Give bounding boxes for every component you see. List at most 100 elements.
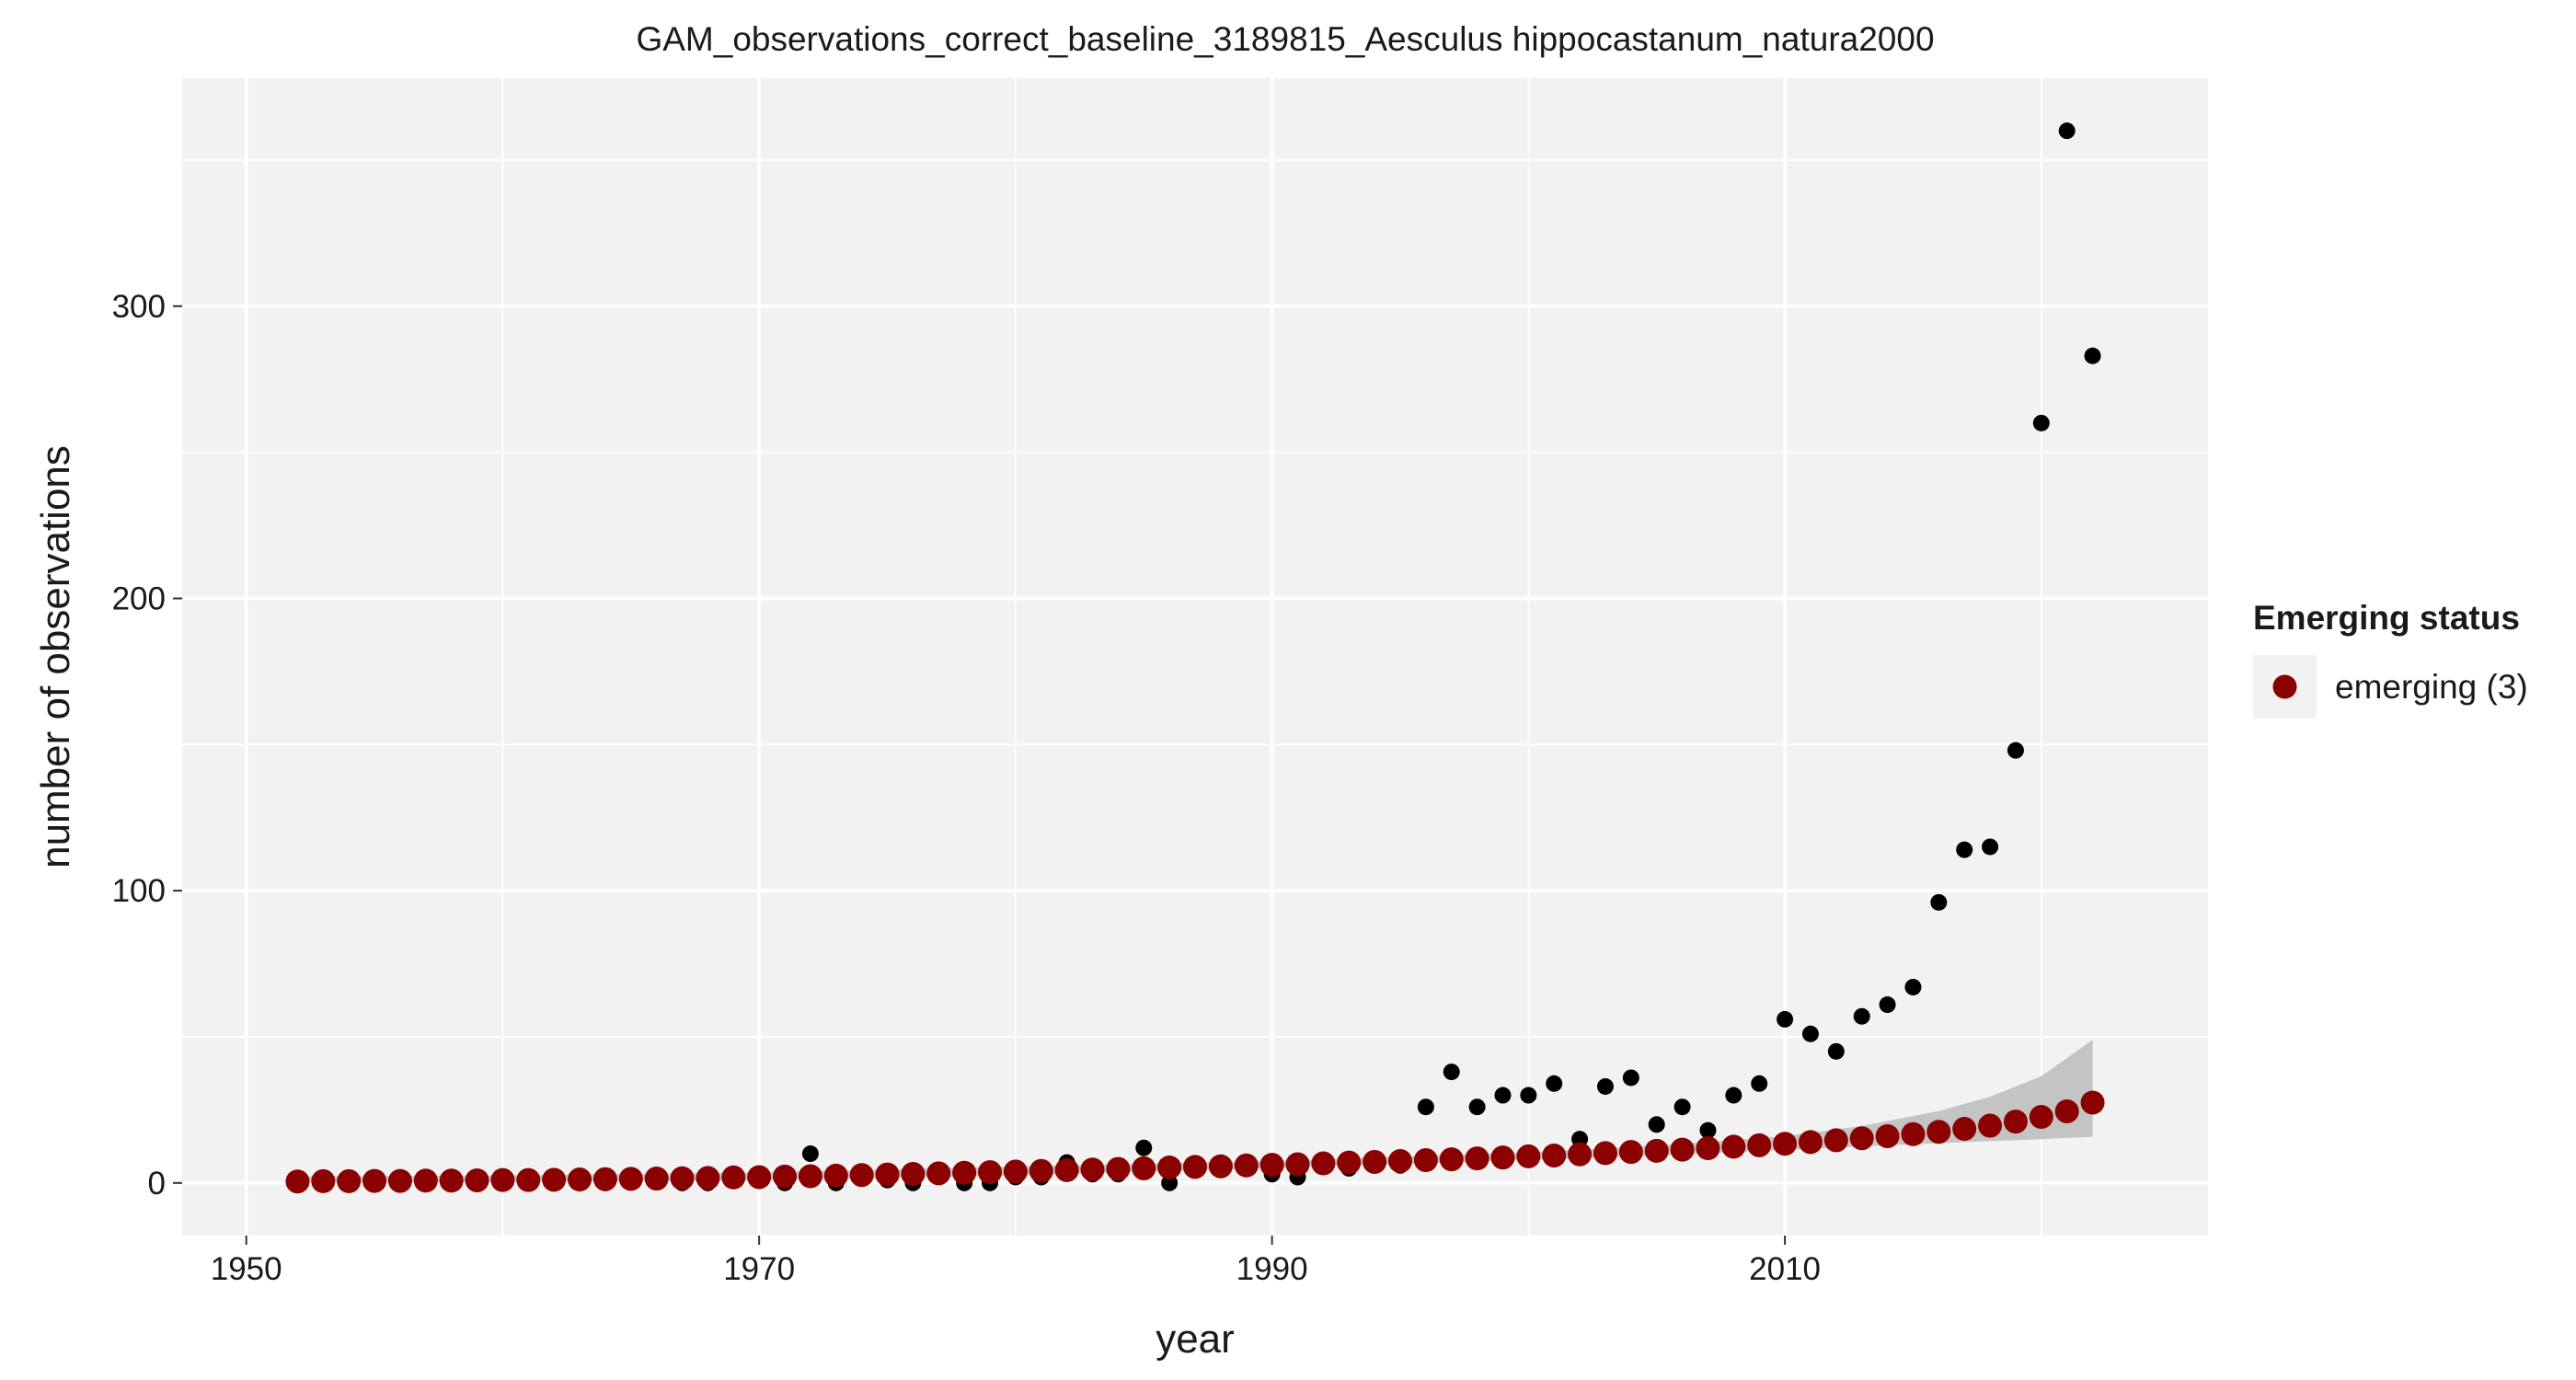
observed-point	[1520, 1087, 1537, 1104]
x-tick-label: 1970	[723, 1251, 795, 1287]
observed-point	[1801, 1025, 1819, 1042]
fitted-point	[747, 1165, 772, 1190]
legend-entry-label: emerging (3)	[2335, 668, 2528, 706]
observed-point	[1417, 1098, 1434, 1116]
fitted-point	[2003, 1110, 2028, 1134]
observed-point	[1622, 1069, 1639, 1087]
fitted-point	[1029, 1158, 1053, 1183]
fitted-point	[926, 1161, 951, 1186]
fitted-point	[2029, 1105, 2053, 1130]
fitted-point	[1157, 1155, 1182, 1179]
fitted-point	[1721, 1134, 1746, 1159]
fitted-point	[1747, 1133, 1772, 1157]
fitted-point	[568, 1167, 592, 1192]
observed-point	[1596, 1077, 1614, 1095]
observed-point	[1982, 838, 1999, 856]
fitted-point	[1926, 1120, 1951, 1144]
observed-point	[2084, 347, 2101, 364]
fitted-point	[387, 1168, 412, 1193]
fitted-point	[1337, 1150, 1362, 1175]
x-axis: 1950 1970 1990 2010	[211, 1236, 1821, 1287]
fitted-point	[490, 1167, 515, 1192]
observed-point	[1648, 1116, 1665, 1133]
fitted-point	[1593, 1141, 1617, 1166]
fitted-point	[1696, 1136, 1720, 1161]
fitted-point	[1516, 1144, 1541, 1168]
fitted-point	[1542, 1143, 1567, 1167]
x-axis-label: year	[1156, 1317, 1235, 1362]
fitted-point	[1363, 1149, 1387, 1174]
legend-title: Emerging status	[2253, 599, 2520, 637]
observed-point	[1673, 1098, 1691, 1116]
fitted-point	[849, 1163, 874, 1188]
fitted-point	[1003, 1159, 1028, 1184]
observed-point	[2032, 414, 2050, 431]
fitted-point	[1773, 1132, 1798, 1156]
y-axis: 0 100 200 300	[112, 289, 182, 1202]
fitted-point	[592, 1167, 617, 1191]
observed-point	[1751, 1075, 1768, 1092]
fitted-point	[1234, 1153, 1259, 1178]
x-tick-label: 2010	[1749, 1251, 1821, 1287]
y-tick-label: 0	[148, 1166, 166, 1202]
fitted-point	[285, 1169, 310, 1194]
fitted-point	[1132, 1156, 1156, 1180]
fitted-point	[952, 1160, 977, 1185]
fitted-point	[1311, 1151, 1336, 1176]
x-tick-label: 1990	[1236, 1251, 1308, 1287]
minor-gridlines	[182, 78, 2208, 1236]
observed-point	[1135, 1139, 1153, 1156]
fitted-point	[1106, 1156, 1131, 1181]
fitted-point	[1208, 1154, 1233, 1179]
y-tick-label: 100	[112, 873, 166, 909]
observed-point	[1930, 893, 1948, 911]
observed-point	[1725, 1087, 1742, 1104]
fitted-point	[1670, 1137, 1695, 1162]
fitted-point	[696, 1166, 720, 1190]
observed-point	[1494, 1087, 1512, 1104]
fitted-point	[875, 1162, 900, 1187]
fitted-point	[542, 1167, 567, 1192]
fitted-point	[1465, 1146, 1489, 1171]
fitted-point	[1387, 1148, 1412, 1173]
fitted-point	[1259, 1153, 1284, 1178]
y-tick-label: 300	[112, 289, 166, 325]
legend: Emerging status emerging (3)	[2253, 599, 2528, 719]
observed-point	[1956, 841, 1973, 858]
fitted-point	[311, 1168, 336, 1193]
fitted-point	[439, 1168, 464, 1193]
y-tick-label: 200	[112, 581, 166, 616]
observed-point	[1443, 1064, 1460, 1081]
observed-point	[1468, 1098, 1486, 1116]
fitted-point	[1054, 1157, 1079, 1182]
fitted-point	[618, 1167, 643, 1191]
fitted-point	[1080, 1157, 1105, 1182]
observed-point	[1853, 1007, 1870, 1025]
x-tick-label: 1950	[211, 1251, 282, 1287]
y-axis-label: number of observations	[33, 445, 78, 868]
fitted-point	[1413, 1148, 1438, 1173]
fitted-points	[285, 1090, 2105, 1194]
observed-point	[1699, 1121, 1717, 1139]
fitted-point	[1978, 1113, 2003, 1138]
observed-point	[1161, 1174, 1179, 1191]
fitted-point	[644, 1167, 669, 1191]
observed-point	[2058, 122, 2076, 140]
fitted-point	[413, 1168, 438, 1193]
chart-title: GAM_observations_correct_baseline_318981…	[636, 20, 1934, 58]
fitted-point	[721, 1165, 746, 1190]
fitted-point	[1875, 1123, 1900, 1148]
fitted-point	[1644, 1138, 1669, 1163]
observed-point	[1777, 1010, 1794, 1028]
legend-key-marker	[2272, 674, 2297, 699]
fitted-point	[1823, 1128, 1848, 1153]
fitted-point	[1490, 1145, 1515, 1170]
fitted-point	[901, 1161, 926, 1186]
fitted-point	[823, 1163, 848, 1188]
fitted-point	[2054, 1098, 2079, 1123]
fitted-point	[670, 1166, 695, 1190]
observed-point	[801, 1145, 819, 1163]
fitted-point	[516, 1167, 541, 1192]
